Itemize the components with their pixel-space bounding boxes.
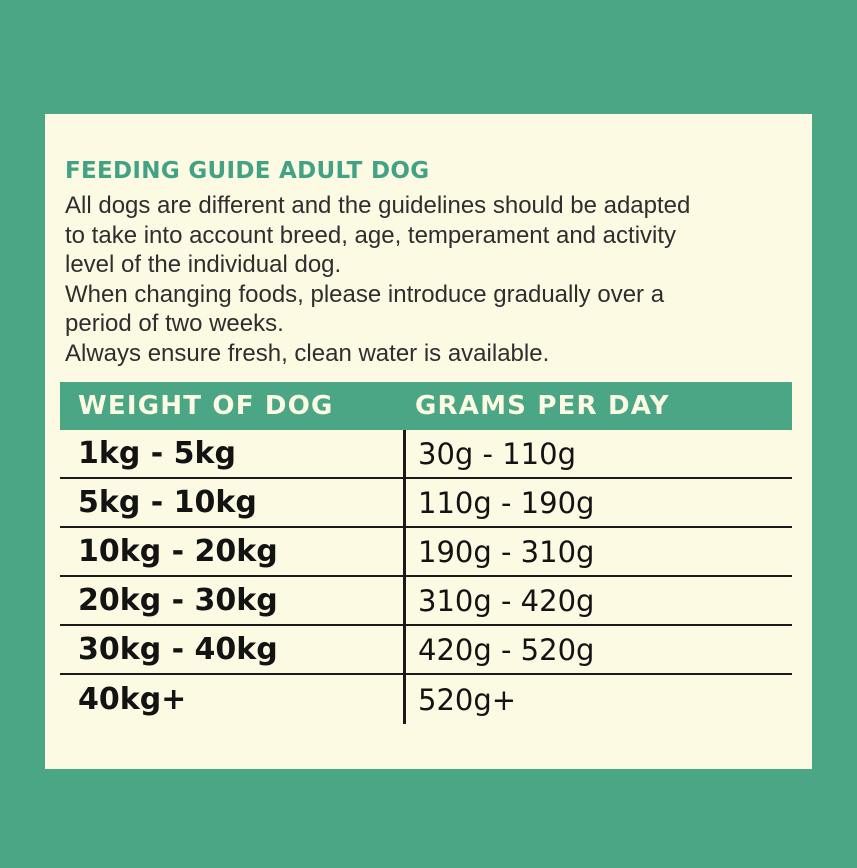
cell-weight: 30kg - 40kg <box>78 632 278 667</box>
feeding-guide-card: FEEDING GUIDE ADULT DOG All dogs are dif… <box>45 114 812 769</box>
table-header-row: WEIGHT OF DOG GRAMS PER DAY <box>60 382 792 430</box>
cell-grams: 420g - 520g <box>403 626 792 673</box>
intro-line: to take into account breed, age, tempera… <box>65 221 677 249</box>
cell-weight: 20kg - 30kg <box>78 583 278 618</box>
table-row: 10kg - 20kg 190g - 310g <box>60 528 792 577</box>
intro-line: period of two weeks. <box>65 310 284 337</box>
intro-line: All dogs are different and the guideline… <box>65 192 691 219</box>
table-row: 5kg - 10kg 110g - 190g <box>60 479 792 528</box>
intro-text: All dogs are different and the guideline… <box>65 191 792 368</box>
table-row: 40kg+ 520g+ <box>60 675 792 724</box>
intro-line: level of the individual dog. <box>65 251 342 278</box>
cell-grams: 310g - 420g <box>403 577 792 624</box>
header-cell-grams: GRAMS PER DAY <box>415 391 670 421</box>
cell-weight: 10kg - 20kg <box>78 534 278 569</box>
intro-line: Always ensure fresh, clean water is avai… <box>65 339 550 367</box>
table-row: 30kg - 40kg 420g - 520g <box>60 626 792 675</box>
table-row: 20kg - 30kg 310g - 420g <box>60 577 792 626</box>
cell-weight: 40kg+ <box>78 682 187 717</box>
card-content: FEEDING GUIDE ADULT DOG All dogs are dif… <box>45 114 812 368</box>
cell-grams: 190g - 310g <box>403 528 792 575</box>
cell-weight: 5kg - 10kg <box>78 485 257 520</box>
cell-grams: 520g+ <box>403 675 792 724</box>
intro-line: When changing foods, please introduce gr… <box>65 280 665 308</box>
feeding-table: WEIGHT OF DOG GRAMS PER DAY 1kg - 5kg 30… <box>60 382 792 724</box>
header-cell-weight: WEIGHT OF DOG <box>78 391 334 421</box>
cell-grams: 30g - 110g <box>403 430 792 477</box>
cell-grams: 110g - 190g <box>403 479 792 526</box>
page-title: FEEDING GUIDE ADULT DOG <box>65 158 430 184</box>
table-row: 1kg - 5kg 30g - 110g <box>60 430 792 479</box>
cell-weight: 1kg - 5kg <box>78 436 236 471</box>
